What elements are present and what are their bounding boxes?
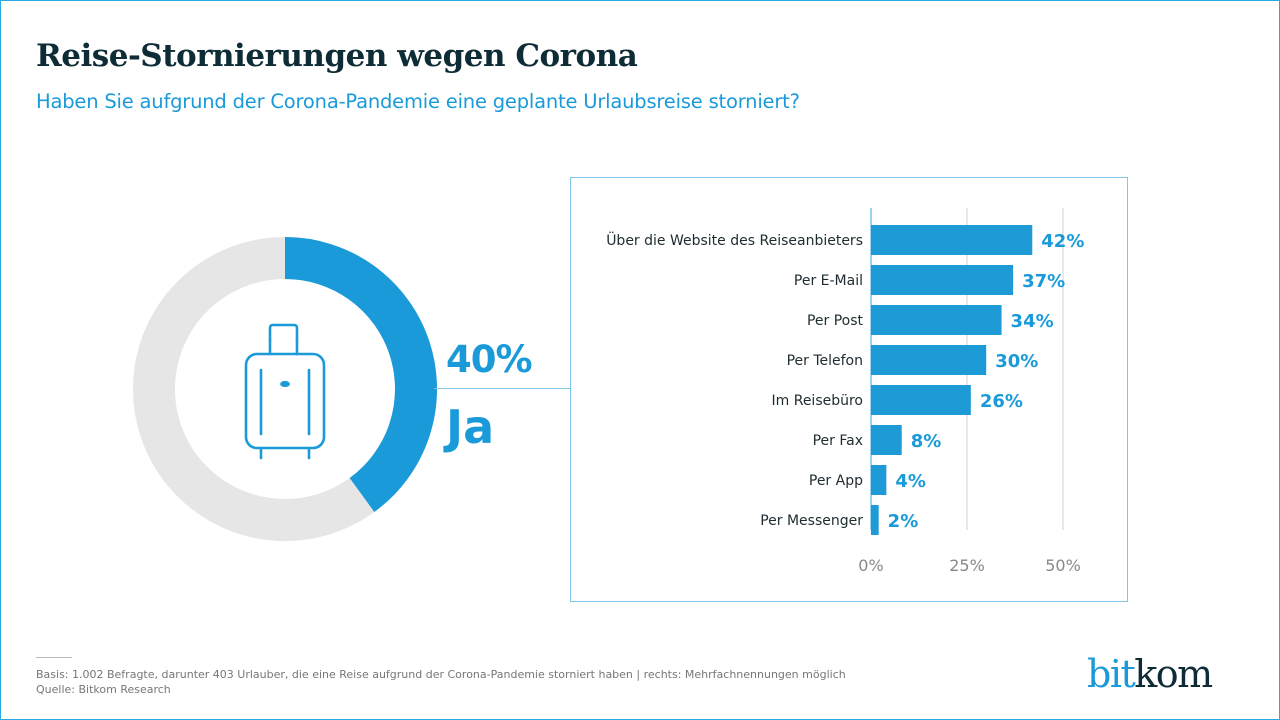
basis-note: Basis: 1.002 Befragte, darunter 403 Urla… bbox=[36, 668, 846, 681]
footer-divider bbox=[36, 657, 72, 658]
value-label: 2% bbox=[888, 511, 919, 532]
page-title: Reise-Stornierungen wegen Corona bbox=[36, 38, 638, 74]
suitcase-icon bbox=[244, 323, 326, 460]
value-label: 42% bbox=[1041, 231, 1084, 252]
category-label: Per Fax bbox=[813, 433, 863, 449]
donut-yes-segment bbox=[284, 237, 437, 512]
category-label: Per Post bbox=[807, 313, 864, 329]
category-label: Im Reisebüro bbox=[772, 393, 864, 409]
value-label: 4% bbox=[895, 471, 926, 492]
bar-chart: 0% 25% 50% Über die Website des Reiseanbiet… bbox=[606, 208, 1084, 575]
bar bbox=[871, 505, 879, 535]
bar bbox=[871, 225, 1033, 255]
logo-bit: bit bbox=[1087, 652, 1136, 696]
connector-line bbox=[434, 388, 570, 389]
value-label: 34% bbox=[1011, 311, 1054, 332]
bar bbox=[871, 465, 887, 495]
value-label: 37% bbox=[1022, 271, 1065, 292]
bar-chart-panel: 0% 25% 50% Über die Website des Reiseanbiet… bbox=[570, 177, 1128, 602]
x-tick-label: 25% bbox=[949, 556, 985, 575]
category-label: Per App bbox=[809, 473, 863, 489]
bitkom-logo: bitkom bbox=[1087, 652, 1213, 696]
x-tick-label: 0% bbox=[858, 556, 883, 575]
category-label: Per Telefon bbox=[787, 353, 863, 369]
bar bbox=[871, 265, 1014, 295]
donut-chart bbox=[133, 237, 437, 541]
category-label: Per Messenger bbox=[760, 513, 863, 529]
donut-answer-label: Ja bbox=[446, 400, 495, 454]
bar bbox=[871, 425, 902, 455]
category-label: Über die Website des Reiseanbieters bbox=[606, 231, 863, 249]
bar bbox=[871, 345, 987, 375]
bar bbox=[871, 305, 1002, 335]
page-subtitle: Haben Sie aufgrund der Corona-Pandemie e… bbox=[36, 90, 800, 113]
value-label: 26% bbox=[980, 391, 1023, 412]
x-tick-label: 50% bbox=[1045, 556, 1081, 575]
bar bbox=[871, 385, 971, 415]
category-label: Per E-Mail bbox=[794, 273, 863, 289]
value-label: 8% bbox=[911, 431, 942, 452]
donut-value-label: 40% bbox=[446, 338, 533, 381]
source-note: Quelle: Bitkom Research bbox=[36, 683, 171, 696]
logo-kom: kom bbox=[1134, 652, 1213, 696]
value-label: 30% bbox=[995, 351, 1038, 372]
footnote: Basis: 1.002 Befragte, darunter 403 Urla… bbox=[36, 667, 846, 697]
